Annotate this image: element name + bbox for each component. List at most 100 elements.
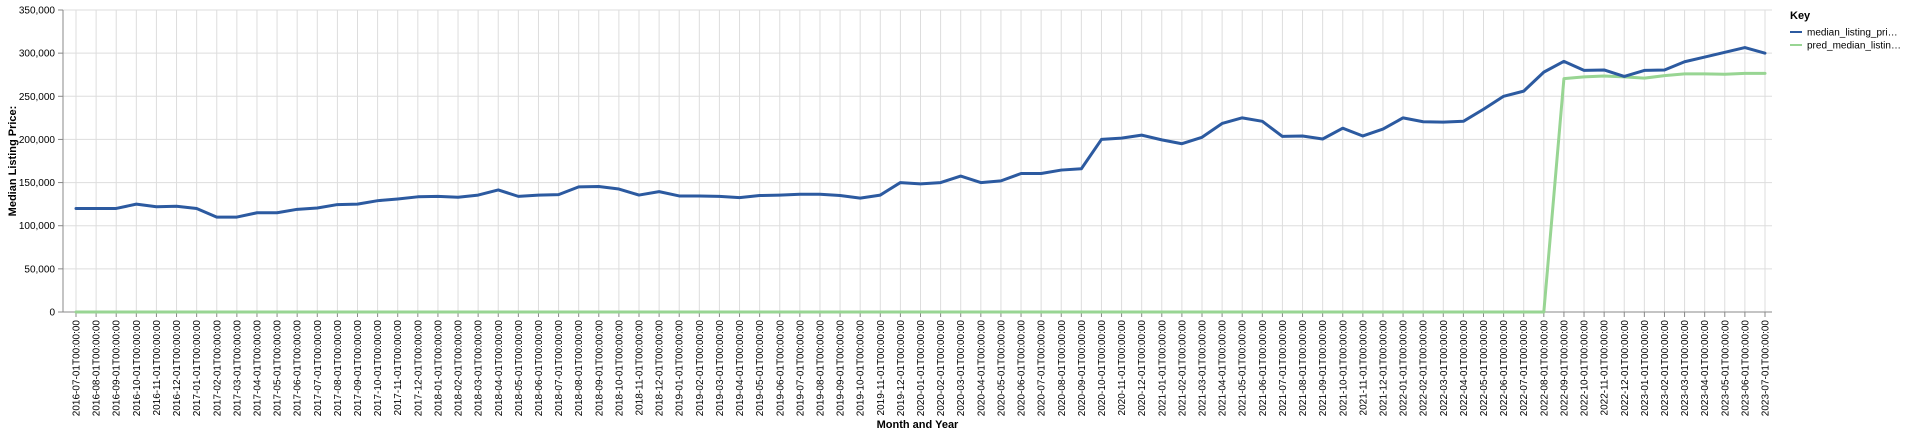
x-tick-label: 2018-05-01T00:00:00 <box>514 320 525 417</box>
x-tick-label: 2018-08-01T00:00:00 <box>574 320 585 417</box>
x-tick-label: 2019-11-01T00:00:00 <box>876 320 887 416</box>
x-tick-label: 2018-06-01T00:00:00 <box>534 320 545 417</box>
x-tick-label: 2020-10-01T00:00:00 <box>1097 320 1108 417</box>
x-tick-label: 2018-02-01T00:00:00 <box>454 320 465 417</box>
x-tick-label: 2022-02-01T00:00:00 <box>1419 320 1430 417</box>
y-tick-label: 350,000 <box>19 6 56 17</box>
x-tick-label: 2018-03-01T00:00:00 <box>474 320 485 417</box>
x-tick-label: 2022-07-01T00:00:00 <box>1519 320 1530 417</box>
series-line-1 <box>74 71 1767 314</box>
x-tick-label: 2019-10-01T00:00:00 <box>856 320 867 417</box>
x-tick-label: 2022-01-01T00:00:00 <box>1399 320 1410 417</box>
x-tick-label: 2020-07-01T00:00:00 <box>1037 320 1048 417</box>
x-tick-label: 2020-11-01T00:00:00 <box>1117 320 1128 416</box>
x-tick-label: 2016-12-01T00:00:00 <box>172 320 183 417</box>
x-tick-label: 2018-09-01T00:00:00 <box>594 320 605 417</box>
x-tick-label: 2021-02-01T00:00:00 <box>1177 320 1188 417</box>
x-tick-label: 2019-06-01T00:00:00 <box>775 320 786 417</box>
x-tick-label: 2019-07-01T00:00:00 <box>795 320 806 417</box>
y-tick-label: 300,000 <box>19 49 56 60</box>
x-tick-label: 2019-09-01T00:00:00 <box>836 320 847 417</box>
x-tick-label: 2019-05-01T00:00:00 <box>755 320 766 417</box>
x-axis: 2016-07-01T00:00:00 2016-08-01T00:00:00 20… <box>63 311 1772 417</box>
y-tick-label: 200,000 <box>19 135 56 146</box>
x-tick-label: 2016-09-01T00:00:00 <box>112 320 123 417</box>
x-tick-label: 2023-01-01T00:00:00 <box>1640 320 1651 417</box>
x-tick-label: 2017-03-01T00:00:00 <box>232 320 243 417</box>
x-tick-label: 2018-01-01T00:00:00 <box>433 320 444 417</box>
x-tick-label: 2017-10-01T00:00:00 <box>373 320 384 417</box>
x-tick-label: 2020-01-01T00:00:00 <box>916 320 927 417</box>
x-tick-label: 2021-10-01T00:00:00 <box>1338 320 1349 417</box>
x-tick-label: 2021-12-01T00:00:00 <box>1378 320 1389 417</box>
x-tick-label: 2022-04-01T00:00:00 <box>1459 320 1470 417</box>
x-tick-label: 2021-08-01T00:00:00 <box>1298 320 1309 417</box>
x-axis-title: Month and Year <box>877 419 959 431</box>
y-axis-title: Median Listing Price: <box>7 106 19 217</box>
x-tick-label: 2022-05-01T00:00:00 <box>1479 320 1490 417</box>
x-tick-label: 2022-10-01T00:00:00 <box>1580 320 1591 417</box>
x-tick-label: 2022-12-01T00:00:00 <box>1620 320 1631 417</box>
x-tick-label: 2020-08-01T00:00:00 <box>1057 320 1068 417</box>
x-tick-label: 2019-03-01T00:00:00 <box>715 320 726 417</box>
x-tick-label: 2023-06-01T00:00:00 <box>1740 320 1751 417</box>
x-tick-label: 2020-02-01T00:00:00 <box>936 320 947 417</box>
x-tick-label: 2021-06-01T00:00:00 <box>1258 320 1269 417</box>
x-tick-label: 2019-02-01T00:00:00 <box>695 320 706 417</box>
x-tick-label: 2022-11-01T00:00:00 <box>1600 320 1611 416</box>
x-tick-label: 2019-08-01T00:00:00 <box>815 320 826 417</box>
legend: Key median_listing_pri… pred_median_listi… <box>1790 10 1901 52</box>
x-tick-label: 2019-01-01T00:00:00 <box>675 320 686 417</box>
x-tick-label: 2016-10-01T00:00:00 <box>132 320 143 417</box>
x-tick-label: 2021-03-01T00:00:00 <box>1198 320 1209 417</box>
y-tick-label: 100,000 <box>19 221 56 232</box>
x-tick-label: 2020-12-01T00:00:00 <box>1137 320 1148 417</box>
x-tick-label: 2023-04-01T00:00:00 <box>1700 320 1711 417</box>
x-tick-label: 2017-01-01T00:00:00 <box>192 320 203 417</box>
x-tick-label: 2017-09-01T00:00:00 <box>353 320 364 417</box>
grid-lines <box>63 9 1772 313</box>
x-tick-label: 2017-05-01T00:00:00 <box>273 320 284 417</box>
x-tick-label: 2020-04-01T00:00:00 <box>976 320 987 417</box>
y-axis: 0 50,000 100,000 150,000 200,000 250,000 300,0… <box>19 6 64 319</box>
x-tick-label: 2018-07-01T00:00:00 <box>554 320 565 417</box>
x-tick-label: 2018-04-01T00:00:00 <box>494 320 505 417</box>
x-tick-label: 2016-07-01T00:00:00 <box>72 320 83 417</box>
y-tick-label: 250,000 <box>19 92 56 103</box>
x-tick-label: 2020-05-01T00:00:00 <box>996 320 1007 417</box>
x-tick-label: 2021-04-01T00:00:00 <box>1218 320 1229 417</box>
x-tick-label: 2022-03-01T00:00:00 <box>1439 320 1450 417</box>
x-tick-label: 2018-12-01T00:00:00 <box>655 320 666 417</box>
x-tick-label: 2022-08-01T00:00:00 <box>1539 320 1550 417</box>
y-tick-label: 0 <box>49 308 55 319</box>
x-tick-label: 2016-08-01T00:00:00 <box>92 320 103 417</box>
series-line-0 <box>74 46 1767 219</box>
legend-title: Key <box>1790 10 1811 22</box>
x-tick-label: 2021-11-01T00:00:00 <box>1358 320 1369 416</box>
x-tick-label: 2016-11-01T00:00:00 <box>152 320 163 416</box>
x-tick-label: 2022-06-01T00:00:00 <box>1499 320 1510 417</box>
x-tick-label: 2023-02-01T00:00:00 <box>1660 320 1671 417</box>
x-tick-label: 2021-01-01T00:00:00 <box>1157 320 1168 417</box>
series-lines <box>74 46 1767 314</box>
x-tick-label: 2018-11-01T00:00:00 <box>635 320 646 416</box>
y-tick-label: 150,000 <box>19 178 56 189</box>
x-tick-label: 2023-03-01T00:00:00 <box>1680 320 1691 417</box>
x-tick-label: 2017-12-01T00:00:00 <box>413 320 424 417</box>
x-tick-label: 2017-11-01T00:00:00 <box>393 320 404 416</box>
x-tick-label: 2020-09-01T00:00:00 <box>1077 320 1088 417</box>
x-tick-label: 2019-12-01T00:00:00 <box>896 320 907 417</box>
x-tick-label: 2017-07-01T00:00:00 <box>313 320 324 417</box>
y-tick-label: 50,000 <box>24 264 55 275</box>
x-tick-label: 2019-04-01T00:00:00 <box>735 320 746 417</box>
legend-label-0: median_listing_pri… <box>1807 28 1898 39</box>
legend-label-1: pred_median_listin… <box>1807 41 1901 52</box>
x-tick-label: 2022-09-01T00:00:00 <box>1559 320 1570 417</box>
x-tick-label: 2023-07-01T00:00:00 <box>1761 320 1772 417</box>
x-tick-label: 2021-05-01T00:00:00 <box>1238 320 1249 417</box>
x-tick-label: 2020-06-01T00:00:00 <box>1017 320 1028 417</box>
x-tick-label: 2017-06-01T00:00:00 <box>293 320 304 417</box>
x-tick-label: 2021-09-01T00:00:00 <box>1318 320 1329 417</box>
x-tick-label: 2017-08-01T00:00:00 <box>333 320 344 417</box>
